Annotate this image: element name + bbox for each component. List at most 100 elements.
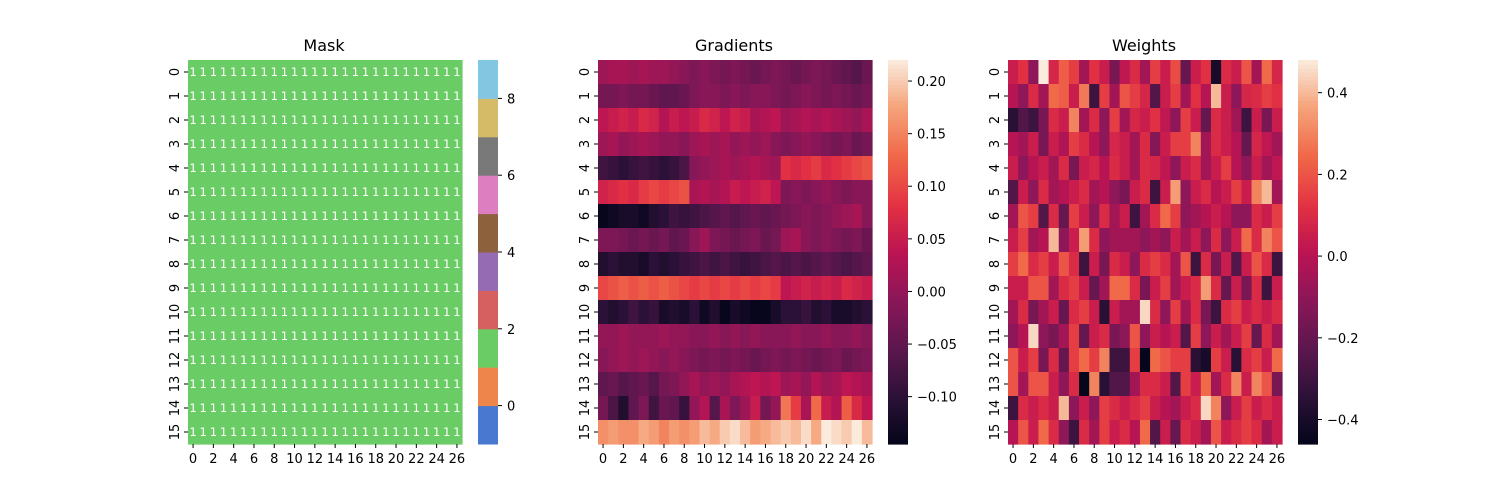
heatmap-cell: [1170, 300, 1182, 325]
cell-annotation: 1: [413, 329, 420, 343]
heatmap-cell: [238, 276, 250, 301]
cell-annotation: 1: [281, 89, 288, 103]
heatmap-cell: [1068, 348, 1080, 373]
cell-annotation: 1: [382, 137, 389, 151]
heatmap-cell: [198, 156, 209, 181]
cell-annotation: 1: [189, 209, 196, 223]
heatmap-cell: [679, 84, 690, 109]
heatmap-cell: [1251, 180, 1263, 205]
heatmap-cell: [228, 60, 240, 85]
cell-annotation: 1: [453, 113, 460, 127]
heatmap-cell: [289, 324, 301, 349]
heatmap-cell: [228, 276, 240, 301]
colorbar-segment: [1298, 200, 1318, 205]
heatmap-cell: [289, 276, 301, 301]
cell-annotation: 1: [301, 257, 308, 271]
cell-annotation: 1: [311, 329, 318, 343]
heatmap-cell: [729, 324, 741, 349]
heatmap-cell: [390, 348, 402, 373]
heatmap-cell: [228, 252, 240, 277]
colorbar-segment: [1298, 432, 1318, 437]
heatmap-cell: [851, 228, 863, 253]
heatmap-cell: [401, 228, 412, 253]
colorbar-segment: [888, 272, 908, 277]
heatmap-cell: [770, 108, 782, 133]
heatmap-cell: [1150, 324, 1161, 349]
heatmap-cell: [299, 156, 311, 181]
heatmap-cell: [1028, 84, 1040, 109]
heatmap-cell: [238, 300, 250, 325]
heatmap-cell: [269, 108, 280, 133]
cell-annotation: 1: [200, 161, 207, 175]
heatmap-cell: [628, 156, 640, 181]
heatmap-cell: [760, 348, 772, 373]
heatmap-cell: [1038, 276, 1050, 301]
heatmap-cell: [1200, 108, 1212, 133]
heatmap-cell: [350, 132, 362, 157]
x-tick-label: 2: [619, 452, 627, 467]
cell-annotation: 1: [403, 161, 410, 175]
heatmap-cell: [248, 348, 260, 373]
heatmap-cell: [790, 372, 802, 397]
cell-annotation: 1: [200, 89, 207, 103]
heatmap-cell: [319, 84, 331, 109]
heatmap-cell: [1119, 420, 1131, 445]
y-tick-label: 1: [988, 92, 1003, 100]
heatmap-cell: [1058, 372, 1070, 397]
cell-annotation: 1: [240, 209, 247, 223]
heatmap-cell: [729, 228, 741, 253]
heatmap-cell: [1261, 252, 1273, 277]
heatmap-cell: [218, 132, 230, 157]
heatmap-cell: [340, 156, 351, 181]
heatmap-cell: [729, 60, 741, 85]
heatmap-cell: [1109, 396, 1121, 421]
heatmap-cell: [1109, 156, 1121, 181]
heatmap-cell: [198, 60, 209, 85]
heatmap-cell: [451, 60, 463, 85]
heatmap-cell: [780, 84, 792, 109]
heatmap-cell: [1119, 180, 1131, 205]
cell-annotation: 1: [382, 377, 389, 391]
heatmap-cell: [1160, 252, 1171, 277]
colorbar-segment: [888, 368, 908, 373]
heatmap-cell: [380, 372, 392, 397]
cell-annotation: 1: [240, 233, 247, 247]
heatmap-cell: [1200, 372, 1212, 397]
cell-annotation: 1: [392, 401, 399, 415]
cell-annotation: 1: [200, 305, 207, 319]
heatmap-cell: [289, 132, 301, 157]
cell-annotation: 1: [342, 425, 349, 439]
heatmap-cell: [1089, 252, 1100, 277]
heatmap-cell: [1190, 348, 1202, 373]
cell-annotation: 1: [443, 329, 450, 343]
colorbar-tick-label: −0.10: [917, 391, 957, 406]
colorbar-segment: [888, 400, 908, 405]
colorbar-segment: [1298, 244, 1318, 249]
heatmap-cell: [411, 420, 423, 445]
cell-annotation: 1: [200, 401, 207, 415]
heatmap-cell: [208, 324, 220, 349]
heatmap-cell: [360, 348, 372, 373]
heatmap-cell: [598, 228, 609, 253]
cell-annotation: 1: [372, 137, 379, 151]
heatmap-cell: [750, 180, 761, 205]
heatmap-cell: [188, 108, 199, 133]
heatmap-cell: [431, 396, 443, 421]
heatmap-cell: [401, 108, 412, 133]
heatmap-cell: [441, 276, 453, 301]
x-tick-label: 0: [1009, 452, 1017, 467]
heatmap-cell: [608, 252, 619, 277]
heatmap-cell: [269, 204, 280, 229]
y-tick-label: 14: [988, 400, 1003, 417]
cell-annotation: 1: [301, 233, 308, 247]
heatmap-cell: [289, 372, 301, 397]
cell-annotation: 1: [453, 185, 460, 199]
cell-annotation: 1: [220, 257, 227, 271]
heatmap-cell: [1180, 396, 1192, 421]
heatmap-cell: [740, 396, 751, 421]
heatmap-cell: [598, 276, 609, 301]
cell-annotation: 1: [423, 161, 430, 175]
heatmap-cell: [340, 228, 351, 253]
heatmap-cell: [380, 108, 392, 133]
cell-annotation: 1: [433, 281, 440, 295]
